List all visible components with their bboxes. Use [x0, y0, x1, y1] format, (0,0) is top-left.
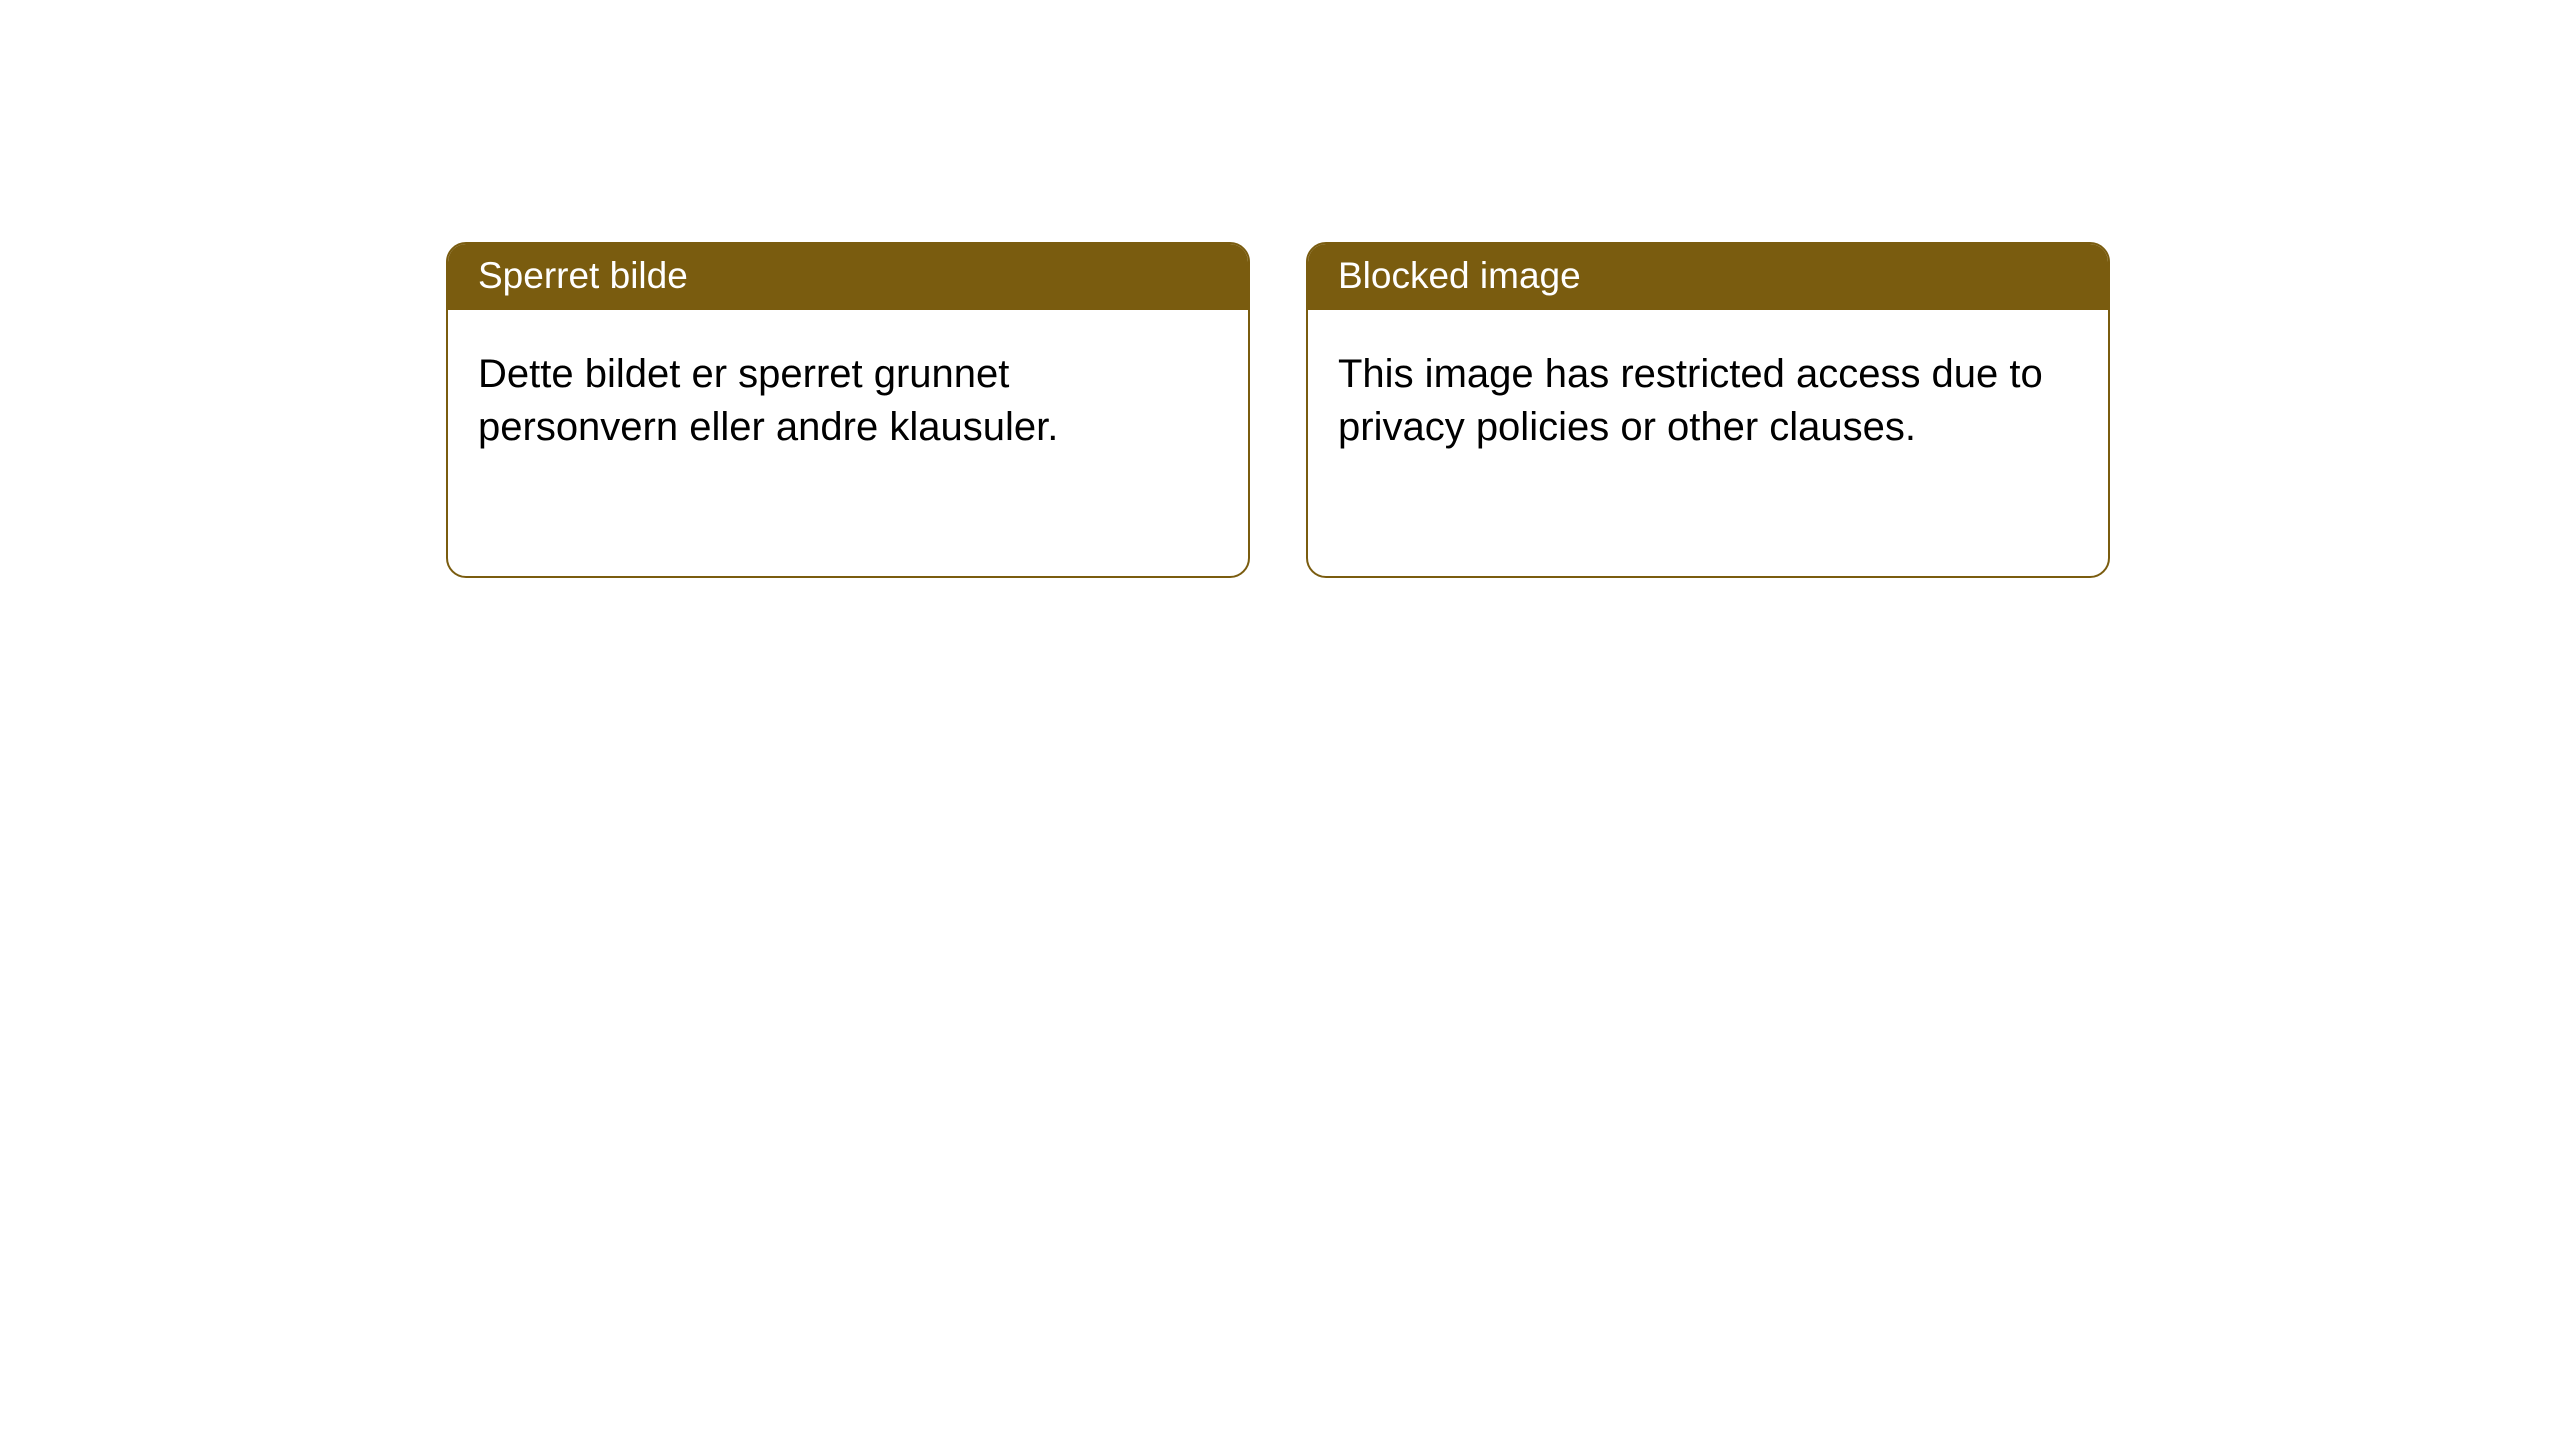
notice-body: Dette bildet er sperret grunnet personve…: [448, 310, 1248, 474]
notice-header: Blocked image: [1308, 244, 2108, 310]
notice-header: Sperret bilde: [448, 244, 1248, 310]
notice-card-norwegian: Sperret bilde Dette bildet er sperret gr…: [446, 242, 1250, 578]
notice-card-english: Blocked image This image has restricted …: [1306, 242, 2110, 578]
notice-body: This image has restricted access due to …: [1308, 310, 2108, 474]
notice-container: Sperret bilde Dette bildet er sperret gr…: [0, 0, 2560, 578]
